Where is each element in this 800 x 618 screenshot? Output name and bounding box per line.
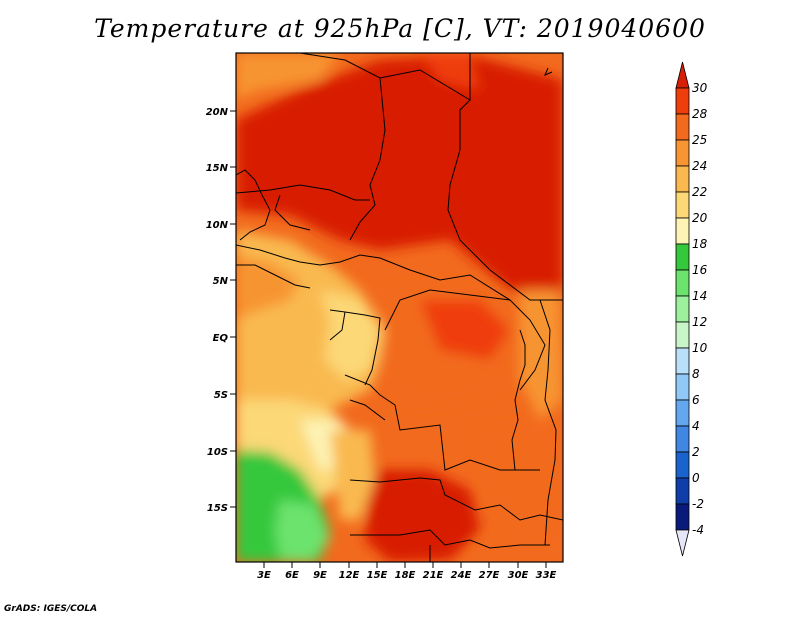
lon-label-12e: 12E <box>339 570 360 581</box>
colorbar-labels: 30 28 25 24 22 20 18 16 14 12 10 8 6 4 2… <box>692 81 708 537</box>
latitude-axis: 20N 15N 10N 5N EQ 5S 10S 15S <box>206 107 236 514</box>
colorbar-bottom-arrow <box>675 529 690 557</box>
lon-label-3e: 3E <box>257 570 271 581</box>
map-frame <box>235 52 564 563</box>
lat-label-15s: 15S <box>207 503 228 514</box>
lon-label-6e: 6E <box>285 570 299 581</box>
map-title: Temperature at 925hPa [C], VT: 201904060… <box>94 14 706 43</box>
colorbar-swatch <box>675 425 690 453</box>
lon-label-24e: 24E <box>451 570 472 581</box>
colorbar-label: 20 <box>692 211 708 225</box>
temperature-field <box>236 53 563 562</box>
colorbar-swatch <box>675 347 690 375</box>
lat-label-5n: 5N <box>213 276 229 287</box>
lon-label-27e: 27E <box>479 570 500 581</box>
colorbar-swatch <box>675 113 690 141</box>
lat-label-5s: 5S <box>214 390 228 401</box>
colorbar-top-arrow <box>675 61 690 89</box>
colorbar-swatch <box>675 477 690 505</box>
country-borders <box>236 53 563 562</box>
colorbar-label: 18 <box>692 237 708 251</box>
lat-label-10n: 10N <box>206 220 229 231</box>
colorbar-label: 22 <box>692 185 707 199</box>
colorbar-label: 14 <box>692 289 707 303</box>
colorbar-label: 6 <box>692 393 700 407</box>
colorbar-label: 28 <box>692 107 708 121</box>
colorbar-swatch <box>675 191 690 219</box>
colorbar-label: -4 <box>692 523 704 537</box>
colorbar <box>675 61 690 557</box>
colorbar-swatch <box>675 217 690 245</box>
colorbar-swatch <box>675 243 690 271</box>
colorbar-swatch <box>675 503 690 531</box>
colorbar-label: 24 <box>692 159 707 173</box>
colorbar-label: 8 <box>692 367 700 381</box>
colorbar-swatch <box>675 295 690 323</box>
colorbar-swatch <box>675 451 690 479</box>
colorbar-label: 0 <box>692 471 700 485</box>
longitude-axis: 3E 6E 9E 12E 15E 18E 21E 24E 27E 30E 33E <box>257 562 557 581</box>
lon-label-30e: 30E <box>508 570 529 581</box>
colorbar-swatch <box>675 87 690 115</box>
colorbar-swatch <box>675 139 690 167</box>
lat-label-eq: EQ <box>213 333 229 344</box>
colorbar-label: 2 <box>692 445 700 459</box>
colorbar-swatch <box>675 399 690 427</box>
colorbar-label: 10 <box>692 341 708 355</box>
lat-label-20n: 20N <box>206 107 229 118</box>
lon-label-18e: 18E <box>395 570 416 581</box>
colorbar-swatch <box>675 165 690 193</box>
colorbar-label: 16 <box>692 263 708 277</box>
colorbar-swatch <box>675 373 690 401</box>
colorbar-label: 30 <box>692 81 708 95</box>
lat-label-10s: 10S <box>207 447 228 458</box>
colorbar-label: 4 <box>692 419 700 433</box>
lon-label-9e: 9E <box>313 570 327 581</box>
colorbar-label: 12 <box>692 315 707 329</box>
lon-label-33e: 33E <box>536 570 557 581</box>
colorbar-label: -2 <box>692 497 704 511</box>
lon-label-15e: 15E <box>367 570 388 581</box>
lon-label-21e: 21E <box>423 570 444 581</box>
colorbar-label: 25 <box>692 133 707 147</box>
colorbar-swatch <box>675 269 690 297</box>
colorbar-swatch <box>675 321 690 349</box>
lat-label-15n: 15N <box>206 163 229 174</box>
grads-credit: GrADS: IGES/COLA <box>4 604 98 614</box>
